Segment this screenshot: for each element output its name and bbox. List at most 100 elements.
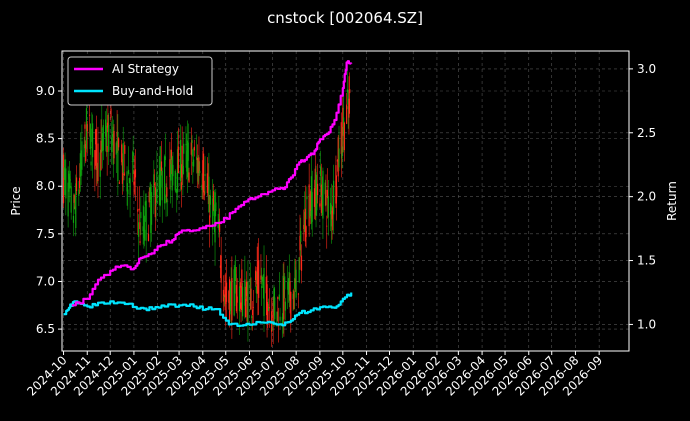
candle-body-150 (223, 296, 225, 298)
candle-body-238 (316, 183, 319, 196)
candle-body-2 (64, 168, 66, 180)
candle-body-209 (287, 281, 289, 290)
candle-body-58 (124, 145, 126, 154)
candle-body-6 (69, 176, 71, 189)
candle-body-63 (129, 178, 131, 196)
candle-body-5 (68, 173, 70, 180)
candle-body-44 (110, 108, 112, 118)
candle-body-219 (297, 293, 300, 295)
candle-body-145 (218, 219, 220, 231)
candle-body-86 (154, 187, 156, 218)
candle-body-34 (99, 152, 101, 177)
candle-body-80 (148, 191, 150, 203)
left-tick-label-4: 8.5 (36, 132, 55, 146)
candle-body-41 (106, 146, 108, 153)
candle-body-67 (134, 171, 136, 180)
candle-body-166 (240, 302, 242, 313)
candle-body-51 (117, 132, 119, 182)
candle-body-266 (347, 106, 349, 110)
candle-body-13 (75, 177, 78, 192)
candle-body-95 (164, 156, 166, 161)
candle-body-14 (78, 189, 80, 196)
left-tick-label-5: 9.0 (36, 84, 55, 98)
candle-body-62 (128, 177, 130, 184)
candle-body-130 (202, 160, 204, 189)
candle-body-224 (303, 224, 305, 230)
legend-label-ai-strategy: AI Strategy (112, 62, 179, 76)
candle-body-245 (325, 189, 327, 206)
candle-body-241 (320, 184, 322, 213)
candle-body-267 (348, 98, 350, 118)
candle-body-45 (111, 137, 113, 153)
candle-body-59 (126, 171, 128, 192)
candle-body-35 (100, 140, 102, 170)
candle-body-187 (262, 275, 264, 286)
candle-body-139 (212, 198, 214, 230)
candle-body-38 (102, 125, 104, 151)
candle-body-4 (67, 182, 69, 217)
candle-body-185 (261, 286, 263, 289)
candle-body-208 (284, 301, 287, 311)
candle-body-23 (86, 124, 88, 132)
candle-body-155 (228, 279, 231, 322)
candle-body-220 (298, 257, 300, 283)
left-tick-label-0: 6.5 (36, 322, 55, 336)
candle-body-231 (310, 191, 312, 211)
candle-body-164 (238, 286, 241, 312)
candle-body-54 (121, 144, 123, 163)
candle-body-215 (293, 291, 295, 310)
candle-body-265 (346, 89, 349, 93)
candle-body-160 (234, 267, 236, 294)
candle-body-97 (166, 187, 168, 197)
candle-body-64 (131, 161, 133, 162)
candle-body-104 (174, 170, 176, 191)
candle-body-133 (204, 174, 206, 176)
grid (62, 51, 629, 351)
series-line-ai-strategy (71, 60, 353, 307)
candle-body-120 (191, 140, 193, 143)
candle-body-163 (236, 296, 238, 303)
candle-body-250 (330, 204, 332, 227)
candle-body-256 (336, 159, 339, 162)
candle-body-217 (294, 278, 296, 283)
candle-body-77 (144, 201, 147, 206)
candle-body-197 (273, 288, 275, 306)
candle-body-180 (255, 285, 257, 294)
candle-body-233 (311, 192, 313, 222)
candle-body-28 (92, 123, 94, 158)
price-candles (62, 71, 351, 347)
candle-body-229 (308, 184, 310, 227)
candle-body-132 (203, 191, 205, 196)
right-axis: 1.0 1.5 2.0 2.5 3.0 (629, 62, 656, 331)
candle-body-87 (155, 204, 157, 206)
candle-body-134 (206, 173, 208, 193)
legend-label-buy-and-hold: Buy-and-Hold (112, 84, 193, 98)
candle-body-196 (272, 300, 274, 322)
candle-body-98 (166, 200, 169, 202)
candle-body-10 (73, 195, 75, 203)
candle-body-88 (156, 172, 158, 203)
candle-body-181 (256, 267, 258, 285)
candle-body-128 (199, 170, 201, 173)
candle-body-138 (209, 195, 212, 205)
candle-body-207 (284, 276, 286, 290)
candle-body-192 (267, 307, 270, 311)
candle-body-72 (139, 241, 141, 243)
candle-body-19 (83, 144, 85, 158)
candle-body-179 (254, 270, 257, 281)
candle-body-249 (329, 202, 332, 215)
candle-body-112 (182, 165, 184, 175)
candle-body-191 (267, 303, 269, 321)
candle-body-214 (292, 293, 294, 300)
candle-body-53 (118, 182, 120, 184)
candle-body-118 (188, 172, 190, 183)
right-tick-label-1: 1.5 (637, 254, 656, 268)
candle-body-137 (209, 215, 211, 227)
chart-title: cnstock [002064.SZ] (267, 9, 423, 27)
candle-body-242 (321, 194, 323, 200)
candle-body-243 (322, 170, 324, 219)
candle-body-121 (192, 162, 194, 166)
candle-body-15 (78, 177, 81, 189)
candle-body-264 (346, 104, 348, 124)
